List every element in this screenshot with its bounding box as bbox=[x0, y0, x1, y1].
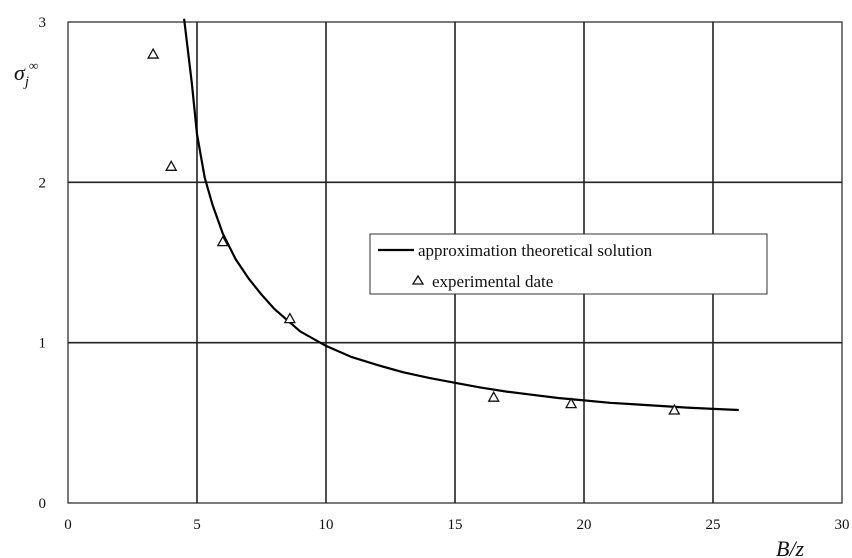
y-tick-label: 1 bbox=[39, 336, 47, 352]
data-point-experimental bbox=[147, 47, 160, 59]
x-tick-label: 0 bbox=[64, 517, 72, 533]
series-line-theoretical bbox=[183, 18, 739, 412]
x-tick-label: 5 bbox=[193, 517, 201, 533]
x-axis-label: B/z bbox=[776, 536, 805, 558]
legend-entry-curve: approximation theoretical solution bbox=[418, 241, 653, 260]
y-tick-label: 2 bbox=[39, 175, 47, 191]
data-point-experimental bbox=[165, 159, 178, 171]
y-axis-label-subscript: j bbox=[23, 74, 29, 90]
x-tick-label: 15 bbox=[448, 517, 463, 533]
x-tick-label: 30 bbox=[835, 517, 850, 533]
tick-label-layer: 0 5 10 15 20 25 30 0 1 2 3 bbox=[39, 15, 850, 533]
y-tick-label: 0 bbox=[39, 496, 47, 512]
x-tick-label: 10 bbox=[319, 517, 334, 533]
y-tick-label: 3 bbox=[39, 15, 47, 31]
legend: approximation theoretical solution exper… bbox=[369, 233, 768, 295]
data-point-experimental bbox=[487, 390, 500, 402]
grid-layer bbox=[67, 21, 843, 504]
data-point-experimental bbox=[283, 312, 296, 324]
data-point-experimental bbox=[216, 235, 229, 247]
y-axis-label: σj∞ bbox=[14, 58, 38, 90]
series-layer bbox=[147, 18, 739, 415]
data-point-experimental bbox=[668, 403, 681, 415]
y-axis-label-symbol: σ bbox=[14, 60, 26, 85]
legend-box bbox=[369, 233, 768, 295]
x-tick-label: 20 bbox=[577, 517, 592, 533]
x-tick-label: 25 bbox=[706, 517, 721, 533]
legend-marker-swatch bbox=[411, 274, 425, 285]
y-axis-label-superscript: ∞ bbox=[29, 58, 38, 73]
legend-entry-experimental: experimental date bbox=[432, 272, 553, 291]
data-point-experimental bbox=[564, 397, 578, 409]
